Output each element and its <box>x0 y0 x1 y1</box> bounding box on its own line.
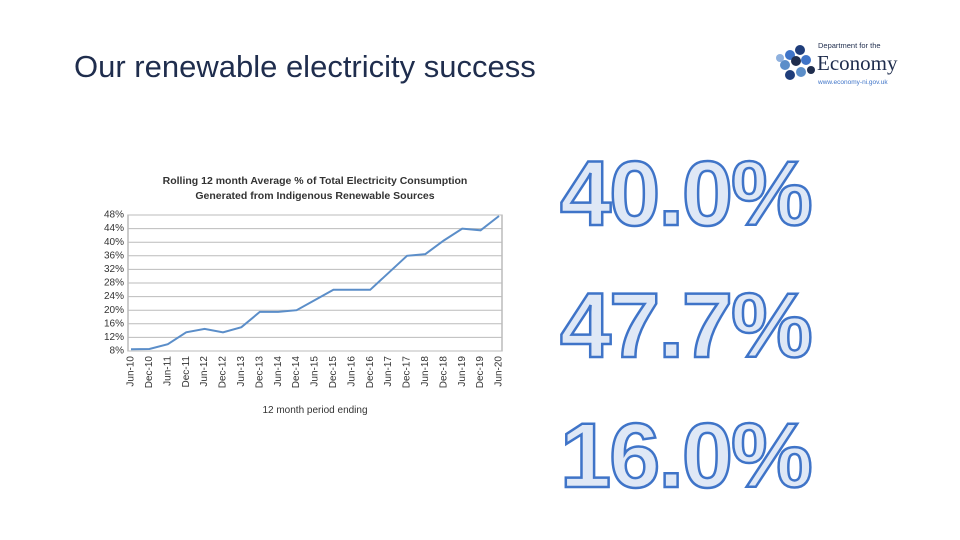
logo: Department for the Economy www.economy-n… <box>776 41 898 86</box>
x-tick-label: Dec-17 <box>402 356 413 389</box>
x-tick-label: Dec-15 <box>328 356 339 389</box>
y-tick-label: 48% <box>104 210 124 221</box>
x-tick-label: Dec-18 <box>438 356 449 389</box>
x-tick-label: Jun-13 <box>236 356 247 387</box>
x-axis-label: 12 month period ending <box>262 405 367 416</box>
x-tick-label: Dec-14 <box>291 356 302 389</box>
chart-title: Rolling 12 month Average % of Total Elec… <box>163 175 468 187</box>
x-tick-label: Jun-16 <box>346 356 357 387</box>
x-tick-label: Jun-19 <box>457 356 468 387</box>
x-tick-label: Jun-15 <box>310 356 321 387</box>
logo-text: Department for the <box>818 41 881 50</box>
y-tick-label: 36% <box>104 250 124 261</box>
y-tick-label: 20% <box>104 305 124 316</box>
line <box>130 215 500 351</box>
y-tick-label: 16% <box>104 318 124 329</box>
logo-text: www.economy-ni.gov.uk <box>817 79 888 86</box>
x-tick-label: Dec-16 <box>365 356 376 389</box>
x-tick-label: Jun-12 <box>199 356 210 387</box>
y-tick-label: 28% <box>104 278 124 289</box>
y-tick-label: 8% <box>110 346 125 357</box>
chart-subtitle: Generated from Indigenous Renewable Sour… <box>195 190 434 202</box>
y-tick-label: 24% <box>104 291 124 302</box>
x-tick-label: Dec-11 <box>181 356 192 388</box>
figure: 47.7% <box>560 275 811 377</box>
slide-title: Our renewable electricity success <box>74 49 536 84</box>
x-tick-label: Dec-19 <box>475 356 486 389</box>
x-tick-label: Jun-17 <box>383 356 394 387</box>
x-tick-label: Jun-14 <box>273 356 284 387</box>
x-tick-label: Dec-12 <box>218 356 229 389</box>
x-tick-label: Jun-20 <box>494 356 505 387</box>
logo-text: Economy <box>817 51 898 75</box>
y-tick-label: 40% <box>104 237 124 248</box>
figure: 16.0% <box>560 405 811 507</box>
x-tick-label: Jun-18 <box>420 356 431 387</box>
x-tick-label: Dec-10 <box>144 356 155 389</box>
x-tick-label: Dec-13 <box>254 356 265 389</box>
x-tick-label: Jun-10 <box>126 356 137 387</box>
y-tick-label: 32% <box>104 264 124 275</box>
y-tick-label: 12% <box>104 332 124 343</box>
figure: 40.0% <box>560 143 811 245</box>
y-tick-label: 44% <box>104 223 124 234</box>
x-tick-label: Jun-11 <box>162 356 173 386</box>
